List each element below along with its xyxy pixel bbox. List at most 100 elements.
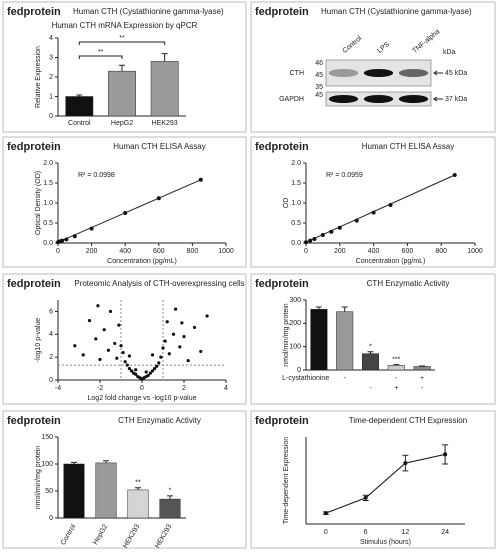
ladder-label: 46 <box>315 60 323 67</box>
point <box>107 349 110 352</box>
row-label: GAPDH <box>279 96 304 103</box>
y-tick-label: 2 <box>49 74 53 81</box>
point <box>364 496 368 500</box>
x-tick-label: HEK293 <box>152 120 178 127</box>
x-tick-label: 0 <box>56 248 60 255</box>
y-tick-label: 0.5 <box>43 220 53 227</box>
x-tick-label: 400 <box>119 248 131 255</box>
chart-title: CTH Enzymatic Activity <box>118 416 201 425</box>
chart-title: Time-dependent CTH Expression <box>349 416 467 425</box>
annotation: R² = 0.0998 <box>78 172 115 179</box>
point <box>403 461 407 465</box>
y-tick-label: 6 <box>49 308 53 315</box>
ladder-label: 35 <box>315 84 323 91</box>
y-tick-label: 3 <box>49 54 53 61</box>
point <box>134 368 137 371</box>
panel-header: Human CTH (Cystathionine gamma-lyase) <box>73 7 224 16</box>
point <box>389 203 393 207</box>
x-tick-label: 200 <box>86 248 98 255</box>
x-tick-label: 800 <box>187 248 199 255</box>
y-tick-label: 50 <box>45 488 53 495</box>
y-tick-label: 0 <box>49 113 53 120</box>
point <box>124 360 127 363</box>
point <box>117 324 120 327</box>
y-tick-label: 0.5 <box>291 220 301 227</box>
panel: fedprotein Human CTH ELISA Assay 0.0 0.5 1.0… <box>3 137 246 267</box>
point <box>64 237 68 241</box>
point <box>308 239 312 243</box>
significance: *** <box>392 356 400 363</box>
y-tick-label: 0.0 <box>43 240 53 247</box>
bar <box>414 367 431 371</box>
brand: fedprotein <box>7 278 61 290</box>
bar <box>66 97 93 117</box>
y-axis-label: nmol/min/mg protein <box>35 446 42 510</box>
x-tick-label: 600 <box>153 248 165 255</box>
y-tick-label: 0 <box>49 515 53 522</box>
point <box>103 328 106 331</box>
point <box>355 219 359 223</box>
bar <box>336 312 353 370</box>
point <box>73 234 77 238</box>
x-tick-label: 12 <box>401 529 409 536</box>
treatment-mark: + <box>394 385 398 392</box>
point <box>180 321 183 324</box>
x-tick-label: 2 <box>182 385 186 392</box>
chart-title: Human CTH mRNA Expression by qPCR <box>52 21 198 30</box>
y-tick-label: 1.0 <box>43 200 53 207</box>
y-axis-label: Time-dependent Expression <box>283 437 290 524</box>
band <box>364 69 393 77</box>
chart-title: Human CTH ELISA Assay <box>362 142 454 151</box>
point <box>172 333 175 336</box>
ladder-label: 45 <box>315 92 323 99</box>
y-tick-label: 300 <box>289 297 301 304</box>
x-tick-label: -4 <box>55 385 61 392</box>
brand: fedprotein <box>7 6 61 18</box>
significance: ** <box>135 480 141 487</box>
point <box>206 314 209 317</box>
treatment-label: L-cystathionine <box>282 375 329 382</box>
unit-label: kDa <box>443 49 456 56</box>
y-axis-label: OD <box>283 198 290 209</box>
x-tick-label: 400 <box>368 248 380 255</box>
y-tick-label: 200 <box>289 320 301 327</box>
brand: fedprotein <box>7 141 61 153</box>
x-tick-label: 1000 <box>218 248 234 255</box>
y-tick-label: 4 <box>49 35 53 42</box>
band <box>364 95 393 103</box>
point <box>166 320 169 323</box>
point <box>98 358 101 361</box>
point <box>123 211 127 215</box>
point <box>151 353 154 356</box>
x-tick-label: 4 <box>224 385 228 392</box>
ladder-label: 45 <box>315 72 323 79</box>
point <box>443 452 447 456</box>
bar <box>64 464 84 518</box>
point <box>182 335 185 338</box>
point <box>122 351 125 354</box>
band <box>329 95 358 103</box>
point <box>338 226 342 230</box>
point <box>60 239 64 243</box>
bar <box>311 309 328 370</box>
brand: fedprotein <box>255 6 309 18</box>
bar <box>108 71 135 116</box>
band <box>329 69 358 77</box>
point <box>113 342 116 345</box>
y-axis-label: nmol/min/mg protein <box>283 303 290 367</box>
x-tick-label: 0 <box>324 529 328 536</box>
point <box>193 326 196 329</box>
significance: ** <box>98 49 104 56</box>
point <box>128 354 131 357</box>
chart-title: Human CTH ELISA Assay <box>113 142 205 151</box>
y-tick-label: 100 <box>289 344 301 351</box>
bar <box>151 61 178 116</box>
point <box>90 227 94 231</box>
size-label: 45 kDa <box>445 70 467 77</box>
point <box>164 340 167 343</box>
y-tick-label: 2 <box>49 354 53 361</box>
